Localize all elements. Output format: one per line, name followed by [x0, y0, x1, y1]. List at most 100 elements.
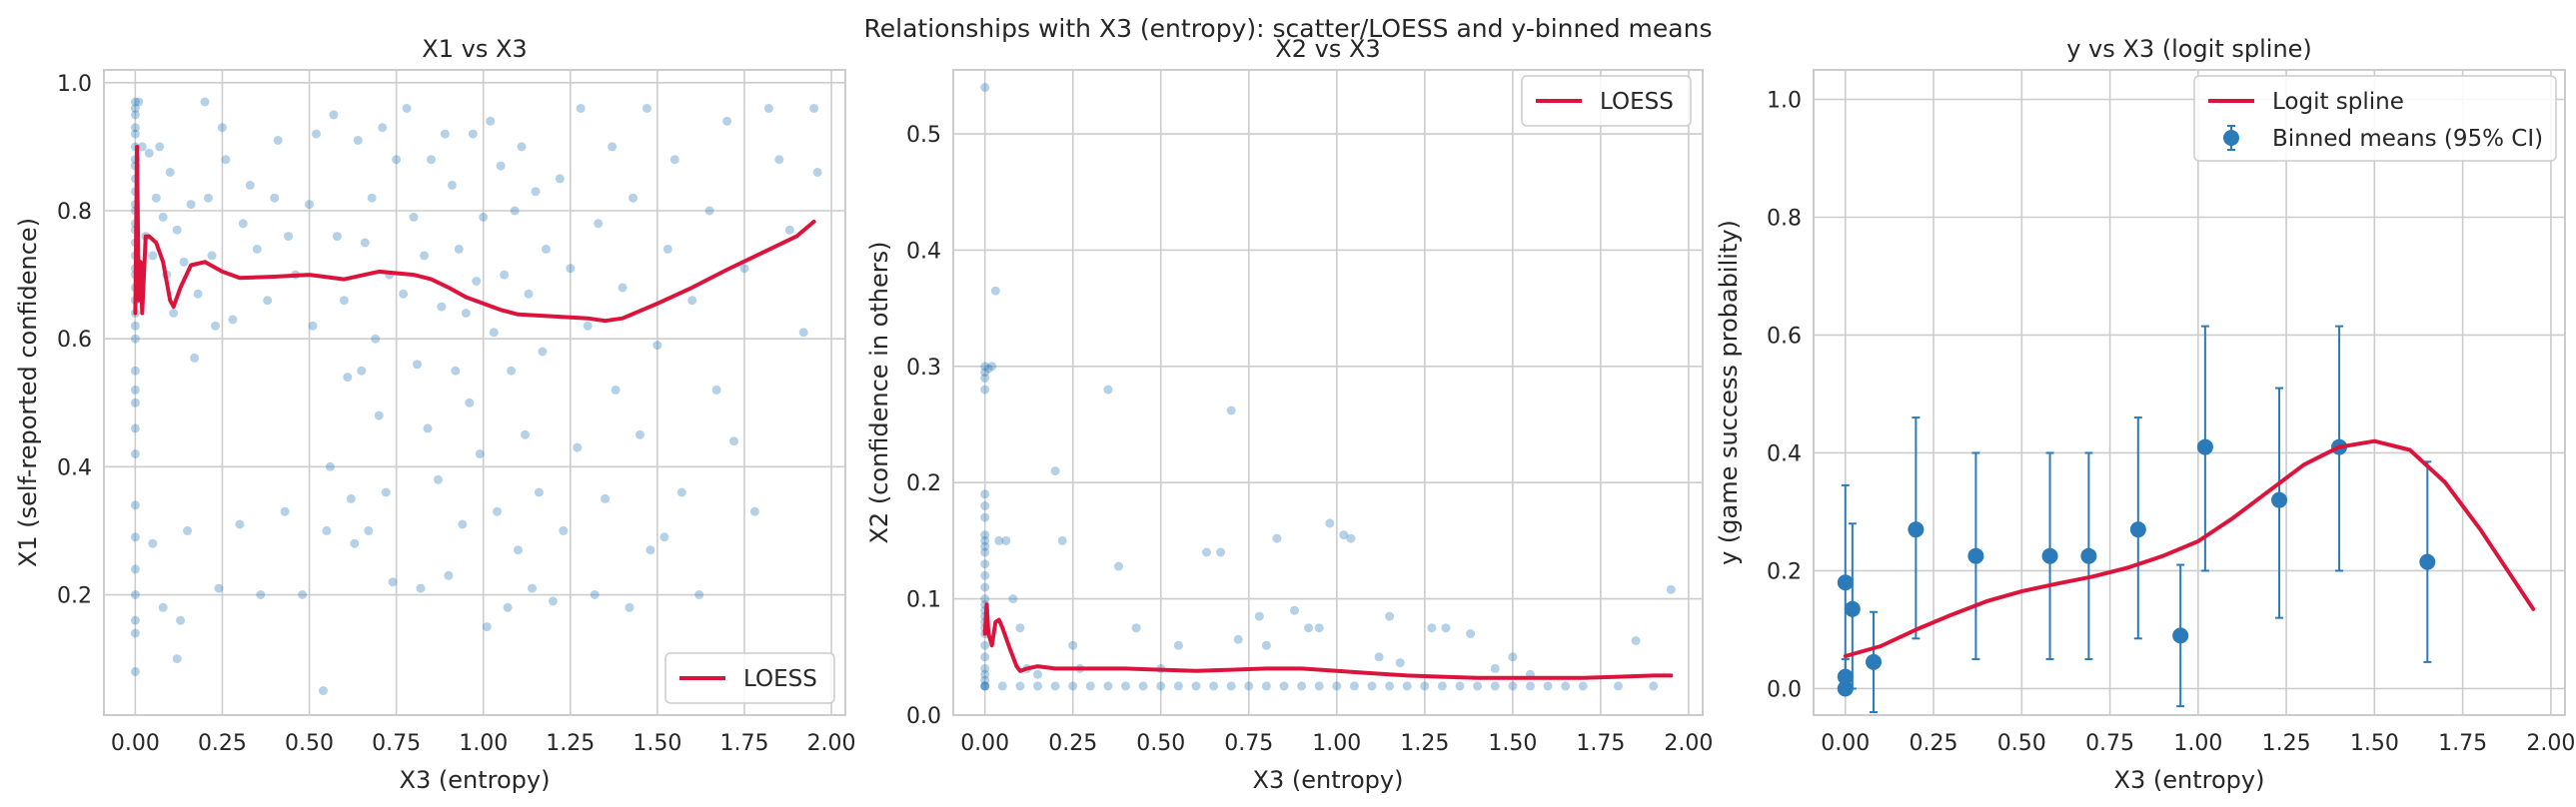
panel-1-point-73 [284, 232, 294, 242]
panel-1-point-102 [409, 212, 419, 222]
panel-3-legend-label-binned: Binned means (95% CI) [2272, 126, 2543, 152]
panel-1-point-55 [193, 289, 203, 299]
panel-2-legend: LOESS [1521, 75, 1692, 127]
panel-1-point-169 [739, 264, 749, 274]
panel-1-point-148 [594, 219, 604, 229]
panel-1-point-175 [809, 104, 819, 113]
panel-2-point-28 [980, 681, 990, 691]
panel-1-point-59 [211, 321, 220, 331]
panel-1-point-118 [468, 129, 478, 139]
panel-3-legend: Logit spline Binned means (95% CI) [2193, 75, 2557, 162]
panel-3-legend-errorbar-swatch [2223, 125, 2239, 151]
panel-1-point-76 [305, 200, 314, 210]
panel-1-ytick-3: 0.8 [57, 200, 92, 225]
panel-2-xtick-1: 0.25 [1048, 731, 1097, 756]
panel-1-point-101 [402, 104, 412, 113]
panel-3-ylabel: y (game success probability) [1715, 220, 1743, 565]
panel-1-point-129 [507, 366, 517, 376]
panel-3-xtick-7: 1.75 [2438, 731, 2487, 756]
panel-1-point-111 [444, 570, 454, 580]
panel-1-point-161 [669, 155, 679, 165]
panel-1-point-154 [629, 193, 638, 203]
panel-2-point-34 [1001, 535, 1011, 545]
panel-1-point-150 [608, 142, 618, 152]
panel-2-point-61 [1374, 652, 1384, 662]
panel-2-ytick-1: 0.1 [906, 588, 941, 613]
panel-1-point-82 [329, 110, 339, 120]
panel-1-point-132 [517, 142, 527, 152]
panel-2-point-58 [1325, 518, 1335, 528]
panel-2-point-29 [980, 681, 990, 691]
panel-1-point-173 [784, 225, 794, 235]
panel-3-xtick-0: 0.00 [1821, 731, 1870, 756]
panel-1-point-48 [148, 538, 158, 548]
panel-2-point-91 [1332, 681, 1342, 691]
panel-2-ytick-0: 0.0 [906, 704, 941, 729]
panel-1-xtick-7: 1.75 [719, 731, 768, 756]
panel-1-point-174 [798, 328, 808, 338]
panel-1-point-176 [812, 168, 822, 177]
panel-1-point-87 [350, 538, 360, 548]
panel-1-ticks: 0.00 0.25 0.50 0.75 1.00 1.25 1.50 1.75 2.00 0.2 0… [57, 72, 856, 756]
panel-2-line-loess [982, 602, 1674, 680]
panel-2-point-106 [1614, 681, 1623, 691]
panel-1-point-34 [130, 666, 140, 676]
panel-3-errorbar-12 [2271, 387, 2288, 619]
panel-1-point-96 [381, 487, 391, 497]
panel-1-xtick-8: 2.00 [807, 731, 856, 756]
panel-2-point-50 [1226, 405, 1236, 415]
panel-1-xtick-3: 0.75 [372, 731, 421, 756]
panel-2-point-27 [980, 681, 990, 691]
panel-1-point-142 [559, 525, 569, 535]
panel-1-point-121 [479, 212, 489, 222]
panel-1-point-123 [486, 116, 496, 126]
panel-1-point-66 [245, 180, 255, 190]
panel-1-point-141 [555, 174, 565, 184]
panel-2-legend-label-loess: LOESS [1600, 89, 1674, 115]
panel-3-ytick-1: 0.2 [1767, 559, 1802, 584]
panel-1-point-109 [437, 302, 447, 312]
panel-1-point-26 [130, 423, 140, 433]
panel-2-point-95 [1402, 681, 1412, 691]
panel-1-point-165 [704, 206, 714, 216]
panel-1-point-94 [374, 410, 384, 420]
panel-2-xtick-3: 0.75 [1224, 731, 1273, 756]
panel-2-point-13 [980, 570, 990, 580]
panel-2-point-103 [1543, 681, 1553, 691]
panel-2-ytick-3: 0.3 [906, 356, 941, 381]
panel-2-point-52 [1254, 611, 1264, 621]
panel-2-point-72 [997, 681, 1007, 691]
panel-1-point-51 [183, 525, 193, 535]
panel-1-xtick-5: 1.25 [546, 731, 595, 756]
panel-2-point-57 [1314, 623, 1324, 633]
panel-1-point-135 [528, 583, 537, 593]
panel-2-point-40 [1057, 535, 1067, 545]
panel-1-point-83 [332, 232, 342, 242]
panel-2-point-48 [1202, 547, 1211, 557]
panel-1-point-98 [388, 577, 398, 587]
panel-2-point-31 [987, 362, 997, 372]
panel-1-point-104 [416, 583, 426, 593]
panel-1-point-30 [130, 564, 140, 574]
panel-1-point-22 [130, 334, 140, 344]
panel-1-point-60 [214, 583, 224, 593]
panel-1-point-31 [130, 590, 140, 599]
panel-3-ytick-5: 1.0 [1767, 88, 1802, 113]
panel-2-point-78 [1103, 681, 1113, 691]
panel-1-point-164 [694, 590, 704, 599]
panel-3-binned-mean-4 [1866, 653, 1883, 670]
panel-1-point-128 [503, 602, 513, 612]
panel-1-point-3 [130, 123, 140, 133]
panel-1-point-54 [190, 353, 200, 363]
panel-1-xtick-0: 0.00 [111, 731, 160, 756]
panel-2-point-76 [1068, 681, 1078, 691]
panel-3-xtick-3: 0.75 [2085, 731, 2134, 756]
panel-2-xtick-8: 2.00 [1664, 731, 1713, 756]
panel-2-xtick-6: 1.50 [1488, 731, 1537, 756]
panel-1-point-4 [130, 129, 140, 139]
panel-2-point-86 [1244, 681, 1254, 691]
panel-1-point-137 [534, 487, 544, 497]
panel-2-point-75 [1050, 681, 1060, 691]
panel-2-point-2 [980, 368, 990, 378]
panel-1-point-114 [454, 244, 464, 254]
